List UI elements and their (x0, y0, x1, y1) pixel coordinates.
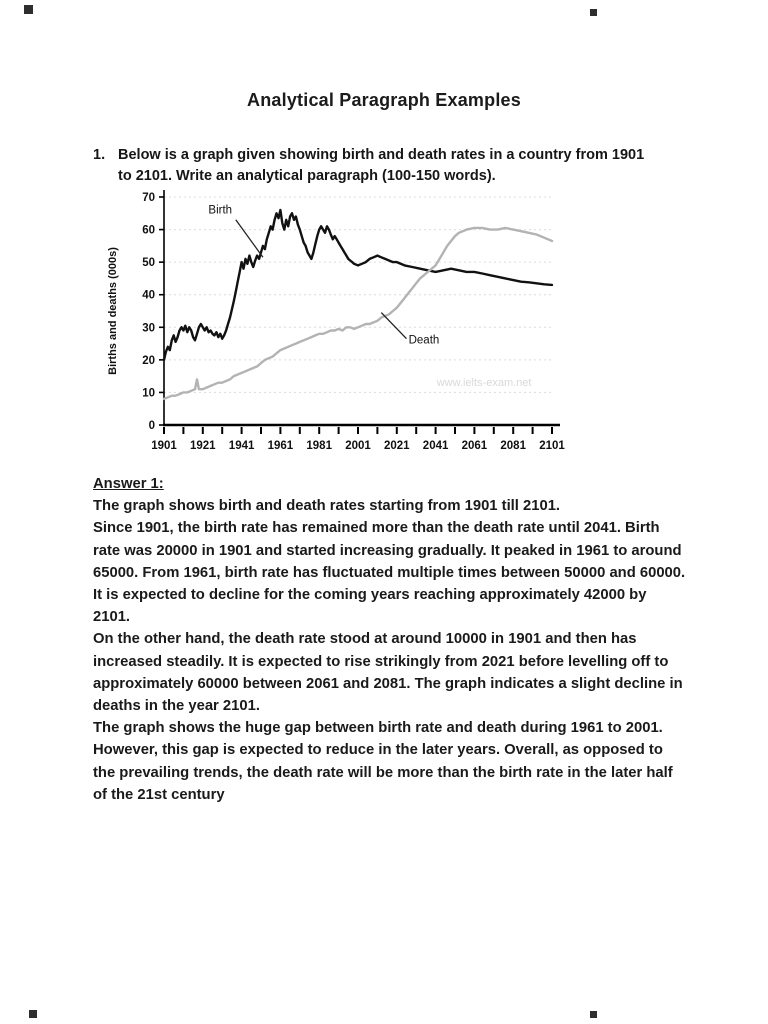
page-corner-mark (590, 1011, 597, 1018)
annotation-pointer (380, 312, 407, 340)
x-tick-label: 1961 (268, 440, 294, 452)
y-tick-label: 40 (142, 290, 155, 302)
question-item: 1. Below is a graph given showing birth … (93, 145, 678, 187)
birth-line-series (162, 208, 554, 362)
page-corner-mark (29, 1010, 37, 1018)
x-tick-label: 1901 (151, 440, 177, 452)
y-tick-label: 50 (142, 257, 155, 269)
annotation-pointer (235, 219, 264, 258)
x-tick-label: 2061 (462, 440, 488, 452)
page-corner-mark (24, 5, 33, 14)
y-tick-label: 60 (142, 225, 155, 237)
x-tick-label: 2041 (423, 440, 449, 452)
document-title: Analytical Paragraph Examples (247, 90, 521, 110)
answer-paragraph: The graph shows the huge gap between bir… (93, 720, 673, 803)
watermark-text: www.ielts-exam.net (436, 377, 532, 389)
y-axis-title: Births and deaths (000s) (107, 247, 119, 375)
y-tick-label: 30 (142, 322, 155, 334)
question-number: 1. (93, 147, 106, 163)
answer-heading: Answer 1: (93, 476, 164, 492)
death-line-series (162, 226, 554, 401)
answer-section: Answer 1: The graph shows birth and deat… (93, 473, 687, 806)
x-tick-label: 2101 (539, 440, 565, 452)
birth-death-rates-chart: 0 10 20 30 40 50 60 70 1901 1921 1941 1961 1981 2001 2… (100, 185, 570, 457)
answer-paragraph: The graph shows birth and death rates st… (93, 498, 561, 515)
x-tick-label: 1981 (306, 440, 332, 452)
x-tick-label: 1941 (229, 440, 255, 452)
series-label-death: Death (409, 335, 440, 347)
chart-svg: 0 10 20 30 40 50 60 70 1901 1921 1941 1961 1981 2001 2… (107, 190, 565, 452)
page-corner-mark (590, 9, 597, 16)
x-tick-label: 2021 (384, 440, 410, 452)
y-tick-label: 10 (142, 387, 155, 399)
x-tick-label: 2081 (500, 440, 526, 452)
y-tick-label: 70 (142, 192, 155, 204)
y-tick-label: 20 (142, 355, 155, 367)
answer-paragraphs: The graph shows birth and death rates st… (93, 495, 687, 806)
x-tick-label: 1921 (190, 440, 216, 452)
x-tick-label: 2001 (345, 440, 371, 452)
series-label-birth: Birth (208, 204, 232, 216)
question-text: Below is a graph given showing birth and… (118, 147, 645, 184)
answer-paragraph: On the other hand, the death rate stood … (93, 631, 683, 715)
y-tick-label: 0 (149, 420, 155, 432)
answer-paragraph: Since 1901, the birth rate has remained … (93, 520, 686, 626)
